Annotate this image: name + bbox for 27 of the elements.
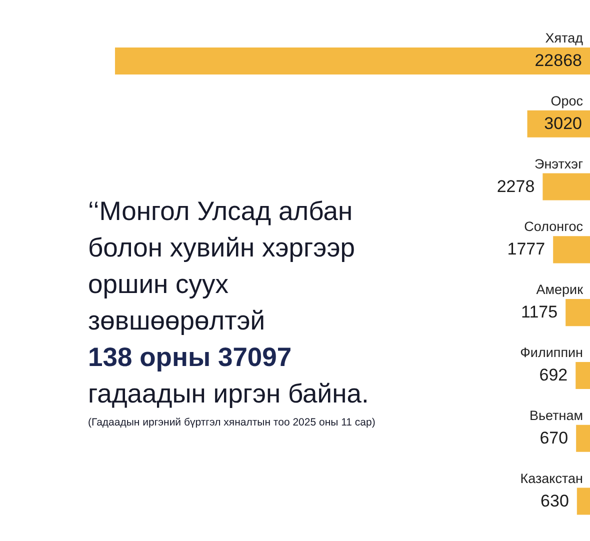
annotation: ‘‘Монгол Улсад албан болон хувийн хэргээр оршин суух зөвшөөрөлтэй [88,196,355,336]
bar [566,299,590,326]
y-tick-label: Хятад [545,30,584,46]
y-tick-label: Энэтхэг [534,156,584,172]
data-label: 670 [540,428,568,448]
data-label: 2278 [496,176,535,196]
annotation: (Гадаадын иргэний бүртгэл хяналтын тоо 2025 оны 11 сар) [88,416,376,428]
bar [542,173,590,200]
annotation: гадаадын иргэн байна. [88,378,369,408]
bar [576,488,590,515]
data-label: 1777 [507,240,546,259]
y-tick-label: Филиппин [520,344,583,360]
bar [553,236,590,264]
data-label: 1175 [521,302,558,322]
y-tick-label: Америк [536,282,584,298]
y-tick-label: Орос [550,93,584,108]
bar [115,47,590,75]
data-label: 692 [539,365,568,384]
bar [576,424,590,452]
data-label: 22868 [534,50,582,70]
y-tick-label: Казакстан [520,470,583,486]
y-tick-label: Вьетнам [529,408,583,423]
data-label: 3020 [544,114,582,133]
annotation: 138 орны 37097 [88,342,292,372]
data-label: 630 [540,491,569,510]
y-tick-label: Солонгос [524,219,584,234]
bar [576,362,590,389]
